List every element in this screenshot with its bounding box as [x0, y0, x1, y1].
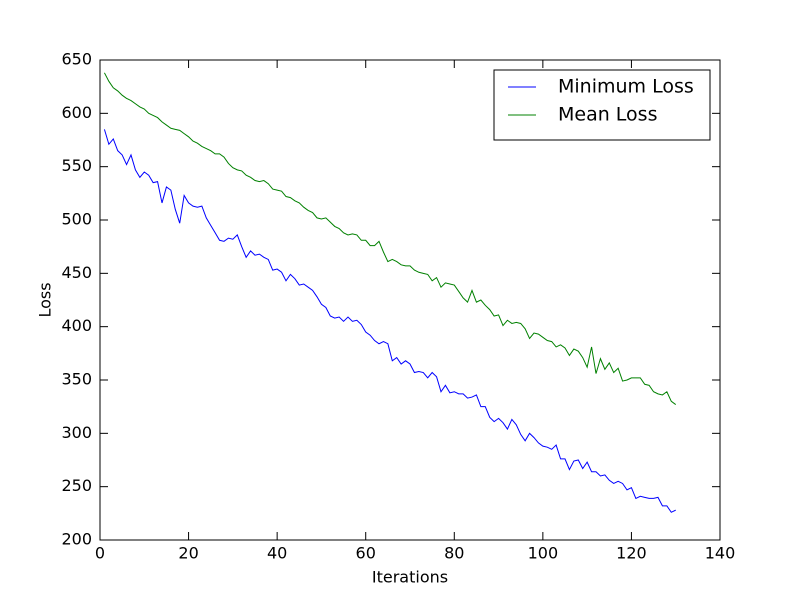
x-tick-label: 140 — [705, 544, 736, 563]
y-tick-label: 300 — [61, 423, 92, 442]
x-tick-label: 0 — [95, 544, 105, 563]
x-tick-label: 20 — [178, 544, 198, 563]
y-tick-label: 250 — [61, 476, 92, 495]
legend-label: Minimum Loss — [558, 76, 694, 98]
y-tick-label: 550 — [61, 156, 92, 175]
y-tick-label: 350 — [61, 370, 92, 389]
legend-box — [493, 69, 711, 141]
y-tick-label: 400 — [61, 316, 92, 335]
y-tick-label: 450 — [61, 263, 92, 282]
x-tick-label: 100 — [528, 544, 559, 563]
x-axis-label: Iterations — [372, 568, 448, 587]
line-series — [103, 129, 676, 513]
y-tick-label: 200 — [61, 530, 92, 549]
line-series — [103, 72, 677, 405]
legend-label: Mean Loss — [558, 104, 657, 126]
axes-frame — [99, 59, 721, 541]
x-tick-label: 120 — [616, 544, 647, 563]
x-tick-label: 40 — [267, 544, 287, 563]
x-tick-label: 80 — [444, 544, 464, 563]
y-tick-label: 500 — [61, 210, 92, 229]
y-tick-label: 600 — [61, 103, 92, 122]
x-tick-label: 60 — [356, 544, 376, 563]
y-tick-label: 650 — [61, 50, 92, 69]
y-axis-label: Loss — [36, 282, 55, 317]
